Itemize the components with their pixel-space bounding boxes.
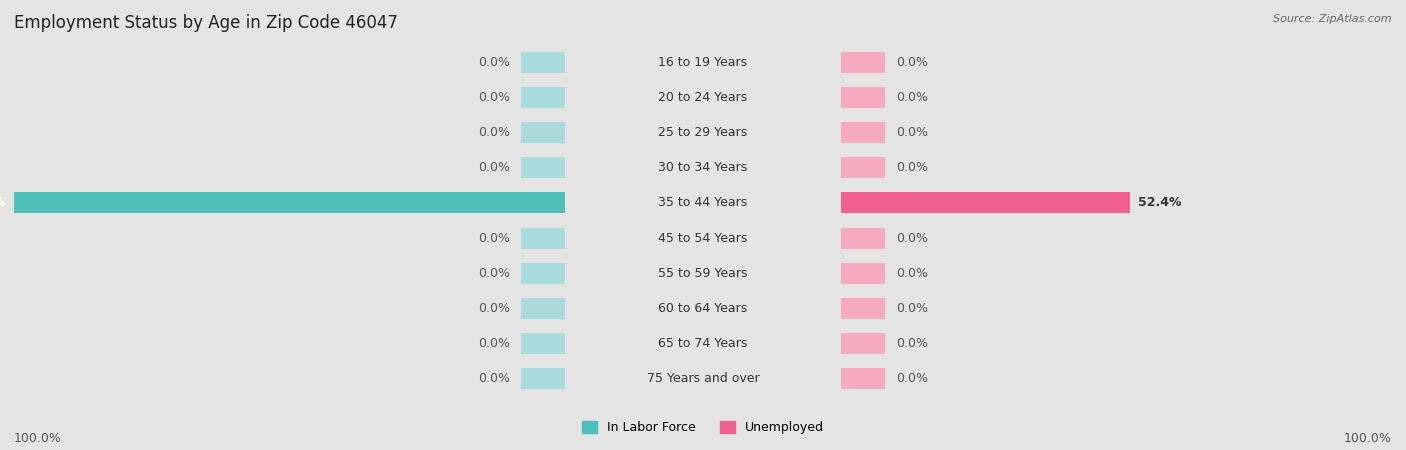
Bar (522, 368, 565, 389)
Bar (0, 256, 841, 291)
Bar (522, 263, 565, 284)
Bar (0, 291, 565, 326)
Bar (522, 228, 565, 248)
Bar (565, 361, 1406, 396)
Text: 45 to 54 Years: 45 to 54 Years (658, 232, 748, 244)
Text: 100.0%: 100.0% (14, 432, 62, 445)
Text: 0.0%: 0.0% (478, 337, 510, 350)
Text: 35 to 44 Years: 35 to 44 Years (658, 197, 748, 209)
Bar (841, 333, 884, 354)
Text: 100.0%: 100.0% (1344, 432, 1392, 445)
Bar (522, 87, 565, 108)
Bar (841, 228, 884, 248)
Bar (565, 185, 1406, 220)
Text: Source: ZipAtlas.com: Source: ZipAtlas.com (1274, 14, 1392, 23)
Bar (0, 80, 565, 115)
Text: 0.0%: 0.0% (478, 267, 510, 279)
Bar (565, 326, 1406, 361)
Text: 25 to 29 Years: 25 to 29 Years (658, 126, 748, 139)
Bar (565, 256, 1406, 291)
Bar (522, 52, 565, 73)
Text: 60 to 64 Years: 60 to 64 Years (658, 302, 748, 315)
Bar (841, 122, 884, 143)
Bar (0, 291, 841, 326)
Text: 0.0%: 0.0% (478, 126, 510, 139)
Bar (0, 361, 841, 396)
Bar (565, 80, 1406, 115)
Bar (841, 87, 884, 108)
Bar (841, 263, 884, 284)
Bar (522, 333, 565, 354)
Bar (0, 326, 841, 361)
Bar (565, 115, 1406, 150)
Text: 0.0%: 0.0% (896, 372, 928, 385)
Text: 0.0%: 0.0% (478, 162, 510, 174)
Bar (522, 122, 565, 143)
Text: 65 to 74 Years: 65 to 74 Years (658, 337, 748, 350)
Bar (0, 45, 841, 80)
Text: 16 to 19 Years: 16 to 19 Years (658, 56, 748, 69)
Bar (841, 158, 884, 178)
Bar (565, 150, 1406, 185)
Legend: In Labor Force, Unemployed: In Labor Force, Unemployed (576, 416, 830, 439)
Bar (0, 150, 565, 185)
Text: 0.0%: 0.0% (896, 337, 928, 350)
Text: 0.0%: 0.0% (478, 302, 510, 315)
Bar (841, 368, 884, 389)
Bar (0, 220, 565, 256)
Text: 0.0%: 0.0% (896, 91, 928, 104)
Text: 0.0%: 0.0% (478, 232, 510, 244)
Bar (0, 256, 565, 291)
Text: 0.0%: 0.0% (896, 56, 928, 69)
Bar (0, 80, 841, 115)
Bar (0, 115, 565, 150)
Bar (841, 193, 1129, 213)
Text: 55 to 59 Years: 55 to 59 Years (658, 267, 748, 279)
Text: 100.0%: 100.0% (0, 197, 6, 209)
Text: Employment Status by Age in Zip Code 46047: Employment Status by Age in Zip Code 460… (14, 14, 398, 32)
Bar (0, 150, 841, 185)
Text: 0.0%: 0.0% (896, 267, 928, 279)
Bar (0, 361, 565, 396)
Bar (0, 45, 565, 80)
Bar (0, 115, 841, 150)
Bar (565, 45, 1406, 80)
Text: 0.0%: 0.0% (896, 126, 928, 139)
Bar (565, 220, 1406, 256)
Bar (14, 193, 565, 213)
Text: 20 to 24 Years: 20 to 24 Years (658, 91, 748, 104)
Bar (522, 158, 565, 178)
Text: 75 Years and over: 75 Years and over (647, 372, 759, 385)
Bar (841, 298, 884, 319)
Text: 0.0%: 0.0% (896, 162, 928, 174)
Bar (0, 220, 841, 256)
Text: 52.4%: 52.4% (1137, 197, 1181, 209)
Text: 0.0%: 0.0% (896, 232, 928, 244)
Bar (0, 326, 565, 361)
Text: 0.0%: 0.0% (478, 372, 510, 385)
Text: 0.0%: 0.0% (896, 302, 928, 315)
Bar (841, 52, 884, 73)
Text: 0.0%: 0.0% (478, 91, 510, 104)
Text: 30 to 34 Years: 30 to 34 Years (658, 162, 748, 174)
Text: 0.0%: 0.0% (478, 56, 510, 69)
Bar (0, 185, 565, 220)
Bar (565, 291, 1406, 326)
Bar (522, 298, 565, 319)
Bar (0, 185, 841, 220)
